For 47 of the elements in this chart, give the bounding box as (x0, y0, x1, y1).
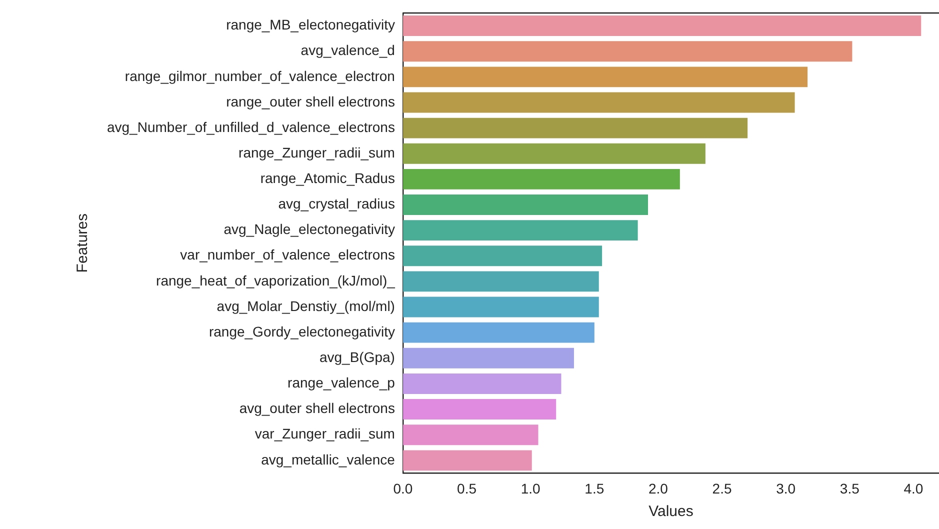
bar (402, 246, 602, 266)
y-tick-label: avg_Number_of_unfilled_d_valence_electrons (106, 118, 395, 135)
bar (402, 220, 638, 241)
y-tick-label: avg_B(Gpa) (319, 349, 395, 366)
bar (402, 424, 538, 446)
y-tick-label: range_Atomic_Radus (260, 170, 395, 186)
bar (402, 271, 599, 292)
x-tick-label: 3.0 (776, 480, 796, 496)
y-tick-label: range_MB_electonegativity (226, 16, 395, 33)
bar (402, 143, 706, 164)
bar (402, 399, 556, 420)
y-axis-title: Features (74, 214, 92, 273)
y-tick-label: range_valence_p (288, 374, 396, 391)
x-tick-label: 1.5 (584, 480, 604, 496)
y-tick-label: range_gilmor_number_of_valence_electron (124, 68, 395, 84)
x-tick-label: 2.0 (648, 480, 668, 496)
bar (402, 348, 574, 368)
bar (402, 168, 680, 190)
bar (402, 450, 532, 471)
bar (402, 322, 594, 343)
y-tick-label: range_heat_of_vaporization_(kJ/mol)_ (156, 272, 396, 288)
x-tick-label: 0.5 (457, 480, 477, 496)
y-tick-label: avg_outer shell electrons (239, 400, 395, 416)
bar (402, 66, 808, 88)
y-tick-label: avg_metallic_valence (261, 451, 396, 468)
bar (402, 92, 795, 113)
bar (402, 296, 599, 318)
y-tick-label: range_Gordy_electonegativity (208, 323, 395, 340)
bar (402, 41, 852, 62)
bar (402, 118, 748, 138)
x-tick-label: 4.0 (904, 480, 924, 496)
y-tick-label: var_Zunger_radii_sum (254, 426, 395, 442)
y-tick-label: avg_crystal_radius (278, 196, 395, 212)
y-tick-label: avg_Molar_Denstiy_(mol/ml) (216, 298, 395, 314)
y-tick-label: avg_valence_d (300, 42, 395, 58)
y-tick-label: var_number_of_valence_electrons (180, 246, 395, 263)
x-tick-label: 3.5 (840, 480, 860, 496)
x-tick-label: 2.5 (712, 480, 732, 496)
y-tick-label: avg_Nagle_electonegativity (224, 221, 395, 238)
x-axis-title: Values (648, 503, 694, 520)
bar (402, 194, 648, 215)
y-tick-label: range_Zunger_radii_sum (238, 144, 395, 160)
y-tick-label: range_outer shell electrons (226, 93, 395, 110)
x-tick-label: 1.0 (520, 480, 541, 496)
bar (402, 373, 562, 394)
bar (402, 16, 922, 36)
x-tick-label: 0.0 (393, 480, 413, 496)
